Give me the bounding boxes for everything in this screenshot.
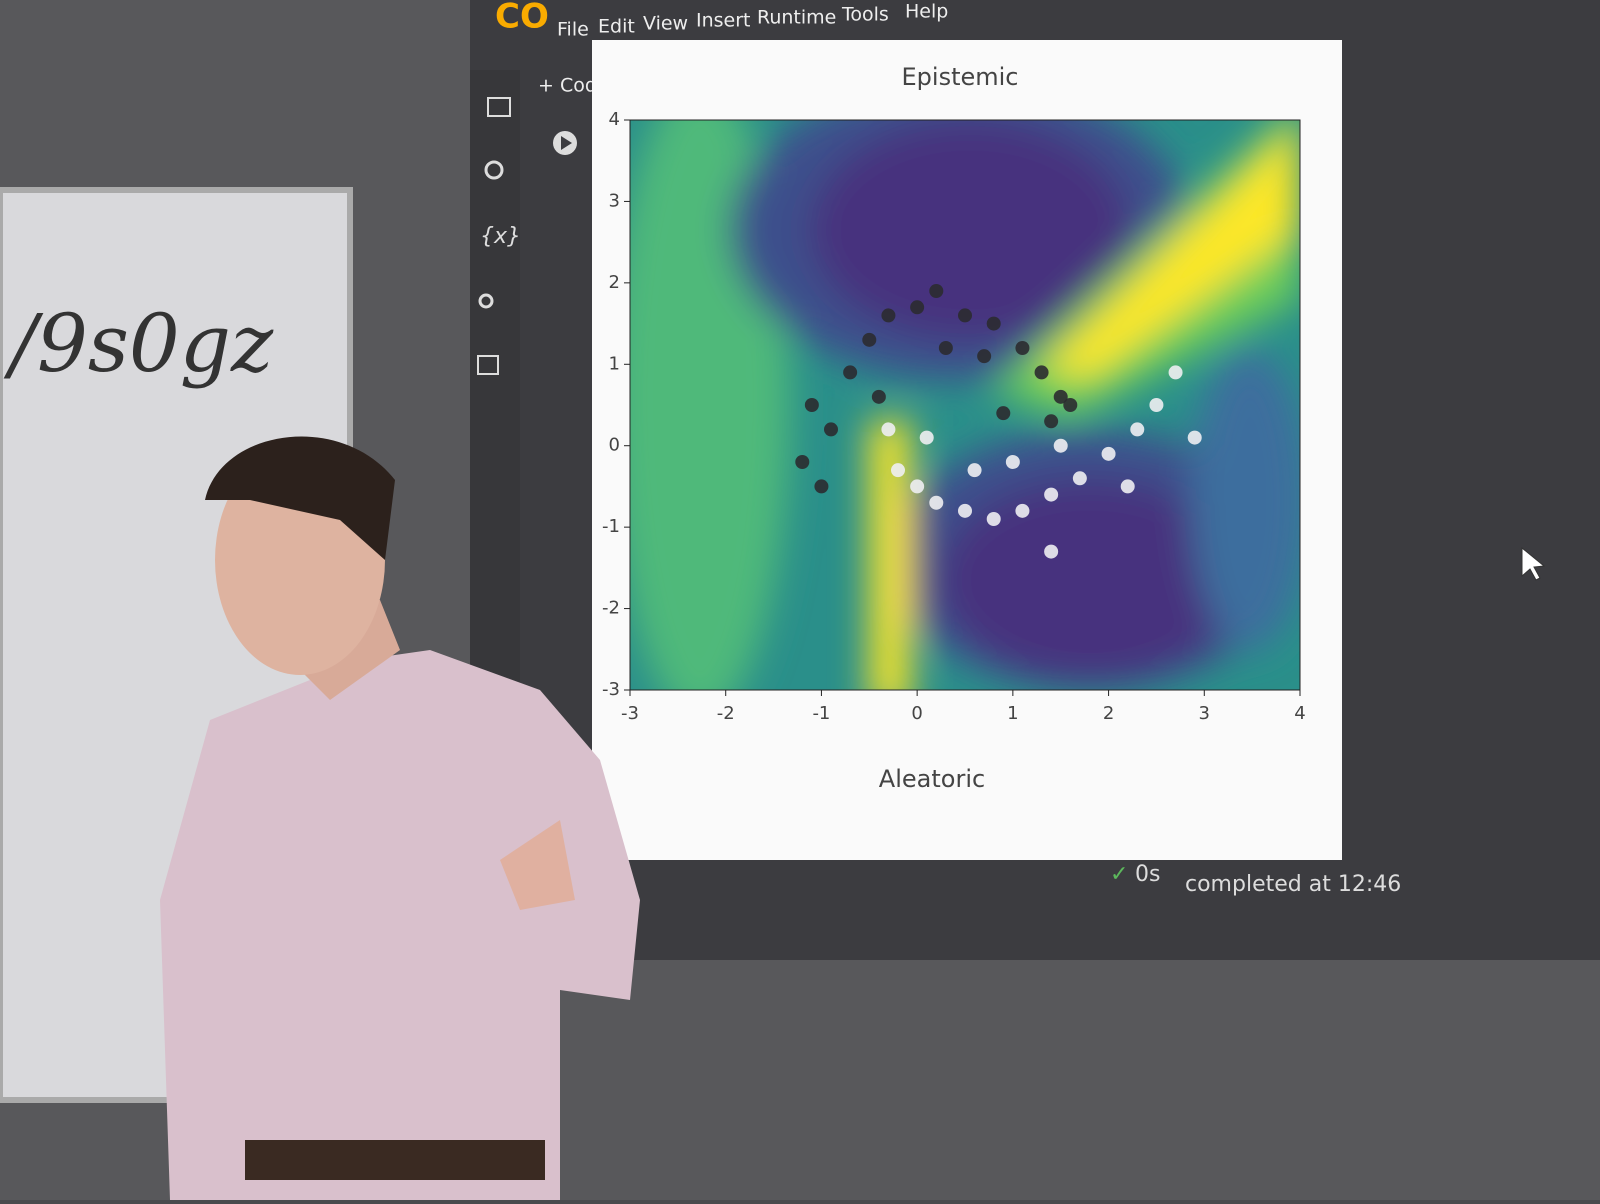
scatter-point [1053,438,1068,453]
scatter-point [862,332,877,347]
handwriting: /9s0gz [3,297,274,390]
scatter-point [1053,389,1068,404]
scatter-point [804,398,819,412]
y-tick-label: 1 [609,353,620,374]
scatter-point [1044,414,1059,429]
x-tick-label: 1 [1007,703,1018,724]
menu-item[interactable]: Insert [696,10,751,32]
scatter-point [977,349,992,364]
scatter-point [958,503,972,518]
scatter-point [929,495,944,510]
toc-icon[interactable] [487,97,511,117]
x-tick-label: -1 [812,703,830,724]
search-icon[interactable] [484,160,504,180]
y-tick-label: 0 [609,435,620,456]
menu-item[interactable]: Runtime [757,7,836,29]
y-tick-label: 4 [609,109,620,130]
y-tick-label: 3 [609,190,620,211]
scatter-point [881,422,896,437]
key-icon[interactable] [478,293,494,309]
menu-item[interactable]: View [643,13,688,35]
scatter-point [986,316,1001,331]
scatter-point [929,284,944,298]
scatter-point [996,406,1011,421]
scatter-point [1063,398,1078,412]
x-tick-label: -3 [621,703,639,724]
scatter-point [1044,487,1059,502]
check-icon: ✓ [1110,862,1128,887]
brand: CO [495,0,549,37]
scatter-point [1168,365,1183,380]
variables-icon[interactable]: {x} [480,224,521,249]
plot: -3 -2 -1 0 1 2 3 4 -3 -2 -1 0 1 2 3 4 [602,109,1306,724]
scatter-point [986,512,1001,526]
scatter-point [938,341,953,355]
scatter-point [1101,446,1116,461]
x-tick-label: 4 [1294,703,1305,724]
scatter-point [843,365,858,380]
scatter-point [891,463,905,478]
scatter-point [1072,471,1087,486]
status-message: completed at 12:46 [1185,872,1401,897]
x-tick-label: 2 [1103,703,1114,724]
y-tick-label: -1 [602,516,620,537]
scatter-point [1149,398,1164,412]
menu-item[interactable]: Help [905,1,948,23]
menu-item[interactable]: Edit [598,16,635,38]
duration: 0s [1135,862,1160,887]
contour [630,120,1300,690]
scatter-point [824,422,838,437]
scatter-point [1034,365,1049,380]
y-tick-label: -3 [602,679,620,700]
menu-item[interactable]: Tools [841,4,889,26]
files-icon[interactable] [477,355,499,375]
menu-item[interactable]: File [557,19,589,41]
scatter-point [1044,544,1059,559]
scatter-point [814,479,829,494]
scatter-point [910,300,925,315]
x-tick-label: -2 [717,703,735,724]
presenter [160,436,640,1200]
cursor [1521,546,1546,581]
scatter-point [1120,479,1135,494]
scatter-point [1187,430,1202,445]
scatter-point [1130,422,1145,437]
x-axis-label: Aleatoric [879,765,985,793]
plot-frame [629,119,1301,691]
scatter-point [910,479,925,494]
scatter-point [795,455,810,469]
chart-title: Epistemic [902,63,1019,91]
scatter-point [919,430,934,445]
run-arrow [561,136,572,150]
scatter-point [967,463,982,478]
menu-bar: File Edit View Insert Runtime Tools Help [557,1,948,41]
scatter-point [1015,503,1030,518]
y-tick-label: 2 [609,272,620,293]
x-tick-label: 0 [911,703,922,724]
scatter-point [1015,341,1030,355]
scatter-point [881,308,896,323]
y-tick-label: -2 [602,598,620,619]
scatter-point [871,389,886,404]
toolbar-button[interactable]: + Code [538,75,609,97]
x-tick-label: 3 [1199,703,1210,724]
scatter-point [958,308,972,323]
scatter-point [1005,455,1020,469]
